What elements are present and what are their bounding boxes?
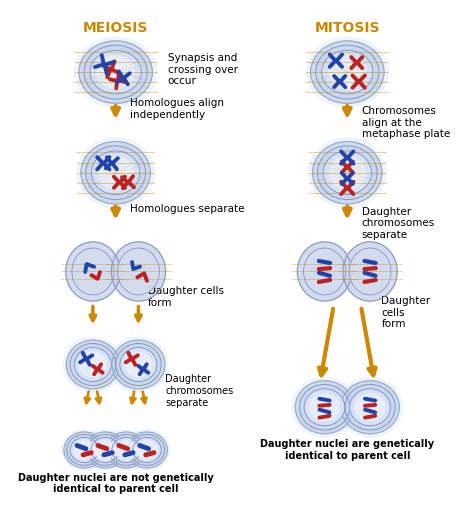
- Ellipse shape: [66, 242, 120, 301]
- Ellipse shape: [77, 138, 155, 208]
- Ellipse shape: [337, 378, 402, 437]
- Ellipse shape: [310, 394, 339, 421]
- Ellipse shape: [118, 248, 159, 295]
- Ellipse shape: [303, 248, 346, 295]
- Ellipse shape: [343, 242, 397, 301]
- Text: Homologues align
independently: Homologues align independently: [130, 98, 224, 120]
- Ellipse shape: [349, 248, 391, 295]
- Ellipse shape: [88, 435, 123, 465]
- Ellipse shape: [304, 389, 345, 426]
- Ellipse shape: [355, 394, 385, 421]
- Ellipse shape: [116, 344, 161, 385]
- Ellipse shape: [329, 157, 365, 189]
- Ellipse shape: [310, 41, 384, 104]
- Ellipse shape: [297, 242, 352, 301]
- Ellipse shape: [125, 352, 152, 377]
- Ellipse shape: [300, 384, 350, 430]
- Ellipse shape: [70, 344, 116, 385]
- Ellipse shape: [85, 432, 126, 468]
- Ellipse shape: [91, 437, 119, 462]
- Ellipse shape: [112, 340, 165, 389]
- Ellipse shape: [84, 45, 147, 99]
- Ellipse shape: [295, 381, 354, 434]
- Ellipse shape: [103, 430, 149, 470]
- Ellipse shape: [62, 430, 107, 470]
- Ellipse shape: [133, 437, 161, 462]
- Ellipse shape: [292, 378, 357, 437]
- Ellipse shape: [98, 157, 133, 189]
- Text: Daughter
chromosomes
separate: Daughter chromosomes separate: [165, 374, 233, 407]
- Ellipse shape: [120, 347, 157, 382]
- Ellipse shape: [112, 437, 140, 462]
- Ellipse shape: [318, 146, 377, 200]
- Ellipse shape: [316, 45, 379, 99]
- Ellipse shape: [312, 142, 382, 204]
- Ellipse shape: [109, 435, 144, 465]
- Ellipse shape: [82, 430, 128, 470]
- Text: MITOSIS: MITOSIS: [315, 21, 380, 35]
- Ellipse shape: [106, 432, 146, 468]
- Ellipse shape: [86, 146, 146, 200]
- Ellipse shape: [350, 389, 391, 426]
- Ellipse shape: [95, 441, 116, 459]
- Ellipse shape: [91, 151, 140, 195]
- Ellipse shape: [74, 347, 111, 382]
- Ellipse shape: [63, 337, 122, 392]
- Ellipse shape: [124, 430, 170, 470]
- Ellipse shape: [127, 432, 167, 468]
- Ellipse shape: [116, 441, 137, 459]
- Ellipse shape: [306, 37, 388, 107]
- Ellipse shape: [137, 441, 157, 459]
- Text: Daughter cells
form: Daughter cells form: [148, 286, 224, 308]
- Ellipse shape: [111, 242, 165, 301]
- Ellipse shape: [323, 151, 372, 195]
- Ellipse shape: [341, 381, 399, 434]
- Ellipse shape: [97, 56, 135, 88]
- Ellipse shape: [64, 432, 105, 468]
- Text: Daughter
cells
form: Daughter cells form: [382, 296, 430, 329]
- Ellipse shape: [129, 435, 164, 465]
- Text: Synapsis and
crossing over
occur: Synapsis and crossing over occur: [168, 53, 238, 86]
- Ellipse shape: [109, 337, 168, 392]
- Ellipse shape: [79, 352, 107, 377]
- Text: MEIOSIS: MEIOSIS: [83, 21, 148, 35]
- Ellipse shape: [328, 56, 366, 88]
- Ellipse shape: [81, 142, 150, 204]
- Ellipse shape: [90, 50, 141, 94]
- Ellipse shape: [309, 138, 386, 208]
- Ellipse shape: [70, 437, 99, 462]
- Ellipse shape: [322, 50, 373, 94]
- Text: Daughter
chromosomes
separate: Daughter chromosomes separate: [362, 207, 435, 240]
- Ellipse shape: [79, 41, 153, 104]
- Text: Daughter nuclei are genetically
identical to parent cell: Daughter nuclei are genetically identica…: [260, 439, 434, 461]
- Text: Chromosomes
align at the
metaphase plate: Chromosomes align at the metaphase plate: [362, 106, 450, 139]
- Ellipse shape: [66, 340, 119, 389]
- Ellipse shape: [74, 37, 157, 107]
- Ellipse shape: [72, 248, 114, 295]
- Text: Homologues separate: Homologues separate: [130, 204, 245, 214]
- Ellipse shape: [74, 441, 95, 459]
- Ellipse shape: [67, 435, 102, 465]
- Ellipse shape: [345, 384, 395, 430]
- Text: Daughter nuclei are not genetically
identical to parent cell: Daughter nuclei are not genetically iden…: [18, 473, 213, 494]
